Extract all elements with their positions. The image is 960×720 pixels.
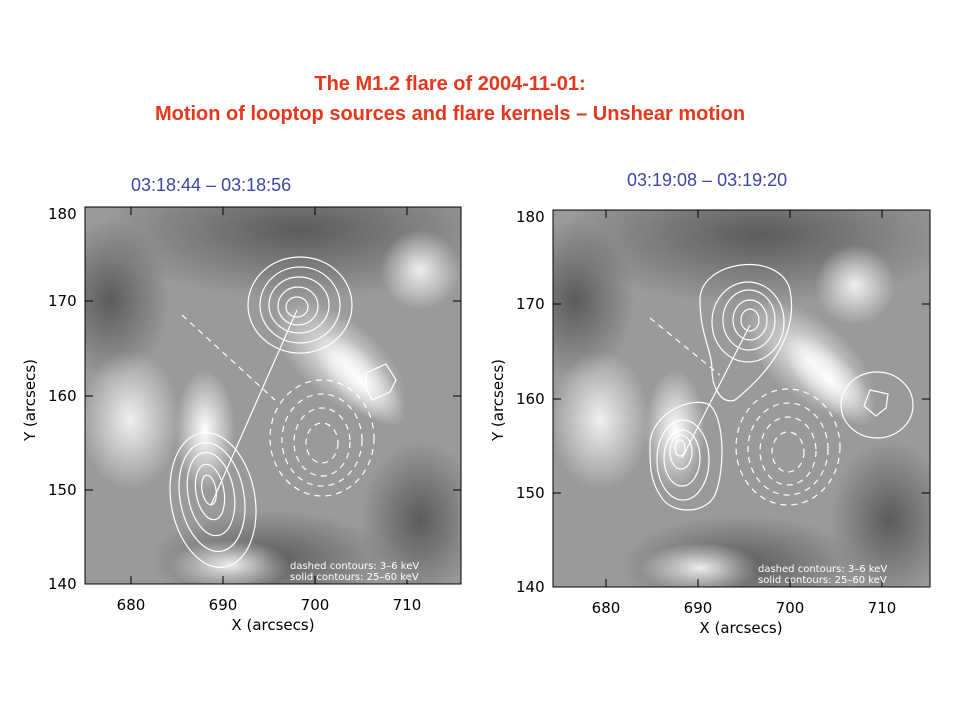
right-ytick-180: 180 [516,208,545,226]
left-xtick-690: 690 [209,596,238,614]
right-legend-solid: solid contours: 25–60 keV [758,575,887,586]
left-xlabel: X (arcsecs) [231,616,314,634]
right-axis-ticks [553,209,930,588]
left-looptop-contour-2 [259,266,341,344]
right-east-contour-2 [863,389,889,417]
left-kernel-contour-2 [178,441,246,553]
left-ytick-150: 150 [48,481,77,499]
left-ytick-160: 160 [48,387,77,405]
left-connecting-line [210,309,298,506]
right-xtick-690: 690 [684,599,713,617]
right-xtick-700: 700 [776,599,805,617]
right-kernel-contour-1 [649,401,723,511]
right-ytick-170: 170 [516,295,545,313]
left-looptop-contour-3 [268,276,330,334]
figure-title-line1: The M1.2 flare of 2004-11-01: [314,73,586,95]
right-contours [649,264,914,511]
right-looptop-contour-4 [732,299,768,341]
right-dashed-contour-1 [735,388,841,506]
right-xtick-680: 680 [592,599,621,617]
right-dashed-contour-4 [771,431,805,473]
right-dashed-contour-2 [747,402,829,496]
left-kernel-contour-3 [186,451,236,537]
left-dashed-contour-4 [305,422,339,464]
right-looptop-contour-5 [740,308,760,332]
left-contours [169,256,397,568]
left-background-image [85,207,461,584]
figure-title-line2: Motion of looptop sources and flare kern… [154,103,746,125]
left-xtick-710: 710 [393,596,422,614]
right-kernel-contour-5 [674,439,686,457]
left-looptop-contour-4 [277,286,319,326]
right-looptop-contour-3 [722,289,776,351]
right-xlabel: X (arcsecs) [699,619,782,637]
left-axis-ticks [85,206,461,585]
right-connecting-line [681,324,751,459]
left-looptop-contour-5 [285,296,309,318]
left-dashed-contour-2 [281,393,363,487]
right-kernel-contour-3 [663,429,701,487]
left-kernel-contour-4 [194,463,226,521]
left-dashed-contour-1 [269,379,375,497]
left-panel: 140 150 160 170 180 680 690 700 710 X (a… [21,205,462,634]
left-ytick-180: 180 [48,205,77,223]
right-xtick-710: 710 [868,599,897,617]
left-ytick-170: 170 [48,292,77,310]
right-ylabel: Y (arcsecs) [489,359,507,442]
left-looptop-contour-1 [247,256,353,354]
left-panel-time-label: 03:18:44 – 03:18:56 [131,175,292,195]
left-legend-dashed: dashed contours: 3–6 keV [290,561,419,572]
right-kernel-contour-2 [656,419,710,501]
left-ytick-140: 140 [48,575,77,593]
left-xtick-700: 700 [301,596,330,614]
right-east-contour-1 [840,371,914,439]
right-legend-dashed: dashed contours: 3–6 keV [758,564,887,575]
left-xtick-680: 680 [117,596,146,614]
left-legend-solid: solid contours: 25–60 keV [290,572,419,583]
right-ytick-160: 160 [516,390,545,408]
right-panel-time-label: 03:19:08 – 03:19:20 [627,170,788,190]
right-looptop-contour-2 [711,281,785,363]
right-dashed-neutral-line [649,317,721,376]
right-ytick-150: 150 [516,484,545,502]
left-kernel-contour-1 [169,432,257,568]
right-kernel-contour-4 [669,434,693,470]
right-background-image [553,210,930,587]
right-panel: 140 150 160 170 180 680 690 700 710 X (a… [489,208,931,637]
left-ylabel: Y (arcsecs) [21,359,39,442]
right-ytick-140: 140 [516,578,545,596]
right-dashed-contour-3 [759,416,817,486]
left-small-contour [365,363,397,401]
left-dashed-contour-3 [293,407,351,477]
right-looptop-contour-1 [699,264,793,402]
left-dashed-neutral-line [181,314,276,401]
